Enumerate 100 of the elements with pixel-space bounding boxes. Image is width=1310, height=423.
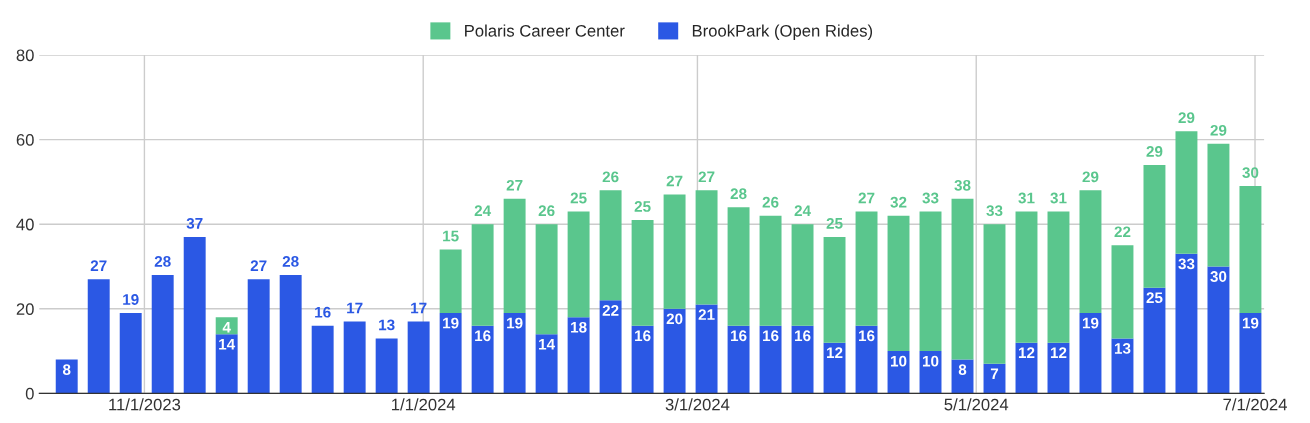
bar — [759, 215, 782, 326]
data-label: 4 — [222, 322, 231, 333]
bar — [215, 317, 238, 335]
data-label: 33 — [1178, 258, 1195, 270]
data-label: 33 — [986, 205, 1003, 217]
data-label: 16 — [315, 306, 331, 318]
data-label: 26 — [762, 196, 779, 208]
data-label: 38 — [954, 179, 971, 191]
bar — [599, 300, 622, 394]
data-label: 27 — [666, 175, 683, 187]
bar — [1111, 245, 1134, 339]
bar — [983, 224, 1006, 364]
bar — [439, 249, 462, 314]
legend-label: Polaris Career Center — [465, 24, 625, 37]
bar — [631, 325, 654, 394]
data-label: 29 — [1146, 146, 1163, 157]
bar — [439, 313, 462, 394]
data-label: 19 — [507, 317, 523, 329]
data-label: 15 — [443, 230, 459, 242]
data-label: 14 — [539, 338, 556, 350]
data-label: 25 — [826, 217, 843, 229]
y-tick-label: 20 — [16, 303, 34, 315]
x-tick-label: 5/1/2024 — [944, 398, 1009, 411]
data-label: 27 — [858, 192, 875, 204]
data-label: 27 — [506, 179, 523, 191]
data-label: 16 — [731, 330, 747, 342]
data-label: 27 — [250, 260, 267, 271]
bar — [471, 224, 494, 326]
bar — [183, 236, 206, 394]
bar — [631, 219, 654, 326]
data-label: 19 — [123, 294, 139, 305]
data-label: 18 — [571, 321, 587, 333]
bar — [727, 207, 750, 326]
bar — [279, 274, 302, 394]
bar — [823, 342, 846, 394]
data-label: 26 — [538, 205, 555, 217]
bar — [823, 236, 846, 343]
data-label: 28 — [282, 256, 299, 267]
data-label: 31 — [1050, 192, 1067, 204]
bar — [855, 211, 878, 326]
data-label: 16 — [475, 330, 491, 342]
data-label: 14 — [219, 338, 236, 350]
data-label: 29 — [1178, 112, 1195, 124]
bar — [567, 211, 590, 318]
bar — [1079, 190, 1102, 314]
data-label: 7 — [990, 368, 999, 380]
data-label: 10 — [890, 355, 907, 367]
y-tick-label: 60 — [16, 133, 34, 146]
bar — [471, 325, 494, 394]
data-label: 19 — [443, 317, 459, 329]
data-label: 31 — [1018, 192, 1035, 204]
data-label: 16 — [795, 330, 811, 342]
bar — [503, 198, 526, 314]
y-tick-label: 40 — [16, 218, 34, 231]
data-label: 22 — [1114, 226, 1131, 238]
data-label: 33 — [922, 192, 939, 204]
bar — [695, 190, 718, 305]
bar — [87, 279, 110, 394]
bar — [727, 325, 750, 394]
data-label: 30 — [1242, 167, 1259, 179]
data-label: 30 — [1210, 271, 1227, 282]
data-label: 17 — [411, 302, 427, 314]
bar — [215, 334, 238, 394]
bar — [1143, 287, 1166, 394]
data-label: 25 — [570, 192, 587, 204]
data-label: 26 — [602, 171, 619, 183]
data-label: 24 — [474, 205, 492, 216]
data-label: 29 — [1210, 124, 1227, 136]
data-label: 12 — [827, 347, 843, 358]
bar — [407, 321, 430, 394]
x-tick-label: 11/1/2023 — [109, 398, 181, 411]
data-label: 12 — [1050, 347, 1067, 358]
bar — [1047, 211, 1070, 343]
data-label: 22 — [602, 304, 619, 316]
data-label: 16 — [635, 330, 651, 342]
bar — [759, 325, 782, 394]
data-label: 37 — [186, 217, 203, 229]
data-label: 28 — [154, 256, 171, 267]
data-label: 21 — [698, 309, 715, 320]
data-label: 8 — [958, 364, 967, 375]
data-label: 24 — [794, 205, 811, 216]
bar — [375, 338, 398, 394]
x-tick-label: 3/1/2024 — [665, 398, 730, 411]
bar — [343, 321, 366, 394]
bar — [663, 308, 686, 394]
data-label: 16 — [859, 330, 875, 342]
data-label: 25 — [634, 201, 651, 212]
data-label: 12 — [1018, 347, 1035, 358]
data-label: 25 — [1146, 292, 1163, 304]
bar — [887, 215, 910, 352]
bar — [1239, 186, 1262, 314]
x-tick-label: 7/1/2024 — [1223, 398, 1287, 411]
data-label: 13 — [1114, 343, 1131, 354]
bar — [919, 211, 942, 352]
bar — [791, 325, 814, 394]
bar — [311, 325, 334, 394]
x-tick-label: 1/1/2024 — [392, 398, 456, 411]
bar — [535, 334, 558, 394]
y-tick-label: 80 — [16, 49, 34, 62]
data-label: 20 — [666, 313, 683, 325]
